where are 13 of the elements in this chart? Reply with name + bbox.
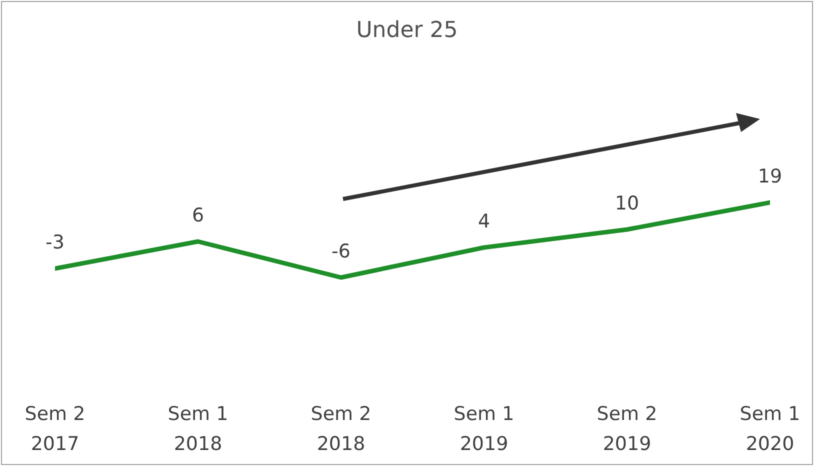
chart-title: Under 25 [355, 18, 459, 43]
x-tick-label: Sem 2 2018 [310, 403, 372, 455]
data-label: 10 [614, 192, 640, 214]
x-tick-label: Sem 1 2018 [168, 403, 228, 455]
data-label: 6 [192, 204, 204, 226]
data-label: -6 [332, 240, 350, 262]
x-tick-label: Sem 2 2017 [24, 403, 86, 455]
data-label: -3 [46, 232, 64, 254]
x-tick-label: Sem 1 2019 [454, 403, 514, 455]
data-label: 19 [758, 166, 782, 188]
x-tick-label: Sem 1 2020 [740, 403, 800, 455]
x-tick-label: Sem 2 2019 [596, 403, 658, 455]
data-label: 4 [478, 210, 490, 232]
